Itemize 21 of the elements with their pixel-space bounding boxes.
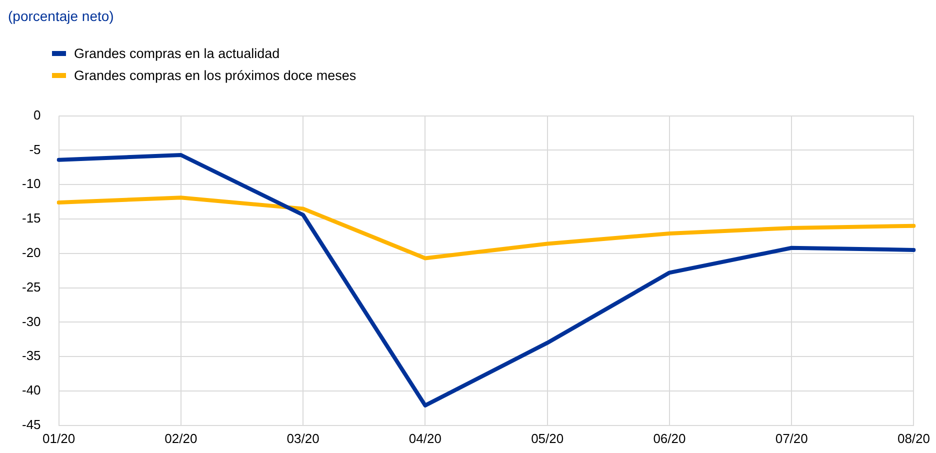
y-tick-label: -40 [22, 382, 41, 398]
legend-label: Grandes compras en la actualidad [74, 46, 280, 60]
y-tick-label: -30 [22, 314, 41, 329]
x-tick-label: 06/20 [653, 430, 686, 446]
text: (porcentaje neto) [8, 8, 114, 24]
x-tick-label: 08/20 [897, 430, 930, 446]
y-tick-label: -10 [22, 176, 41, 192]
x-tick-label: 03/20 [286, 430, 320, 446]
y-tick-label: -20 [22, 244, 41, 260]
y-tick-label: 0 [34, 107, 41, 122]
x-tick-label: 02/20 [164, 430, 198, 446]
x-tick-label: 04/20 [408, 430, 442, 446]
y-tick-label: -35 [22, 348, 41, 364]
y-tick-label: -45 [22, 416, 41, 432]
y-tick-label: -15 [22, 210, 41, 226]
y-tick-label: -5 [29, 142, 41, 157]
x-tick-label: 07/20 [775, 430, 808, 446]
y-tick-label: -25 [22, 279, 41, 294]
x-tick-label: 01/20 [42, 430, 76, 446]
x-tick-label: 05/20 [531, 430, 564, 446]
legend-label: Grandes compras en los próximos doce meses [74, 68, 356, 82]
